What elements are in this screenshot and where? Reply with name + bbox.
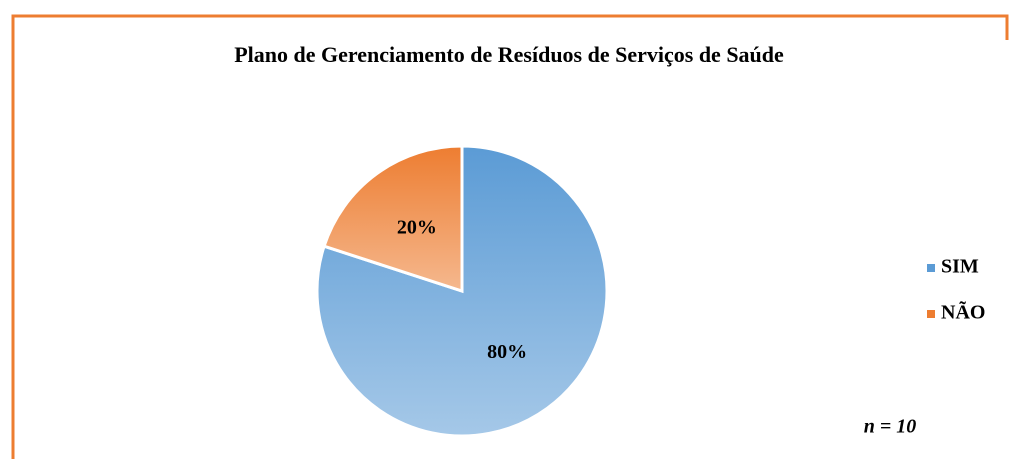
- annotation: n = 10: [864, 416, 917, 438]
- legend-label: NÃO: [941, 301, 985, 324]
- legend-swatch: [927, 264, 935, 272]
- chart-border: [11, 14, 1009, 459]
- data-label: 20%: [397, 216, 437, 238]
- pie-slice: [322, 144, 464, 294]
- legend-swatch: [927, 310, 935, 318]
- chart-title: Plano de Gerenciamento de Resíduos de Se…: [234, 42, 784, 67]
- legend-label: SIM: [941, 256, 979, 278]
- data-label: 80%: [487, 341, 527, 363]
